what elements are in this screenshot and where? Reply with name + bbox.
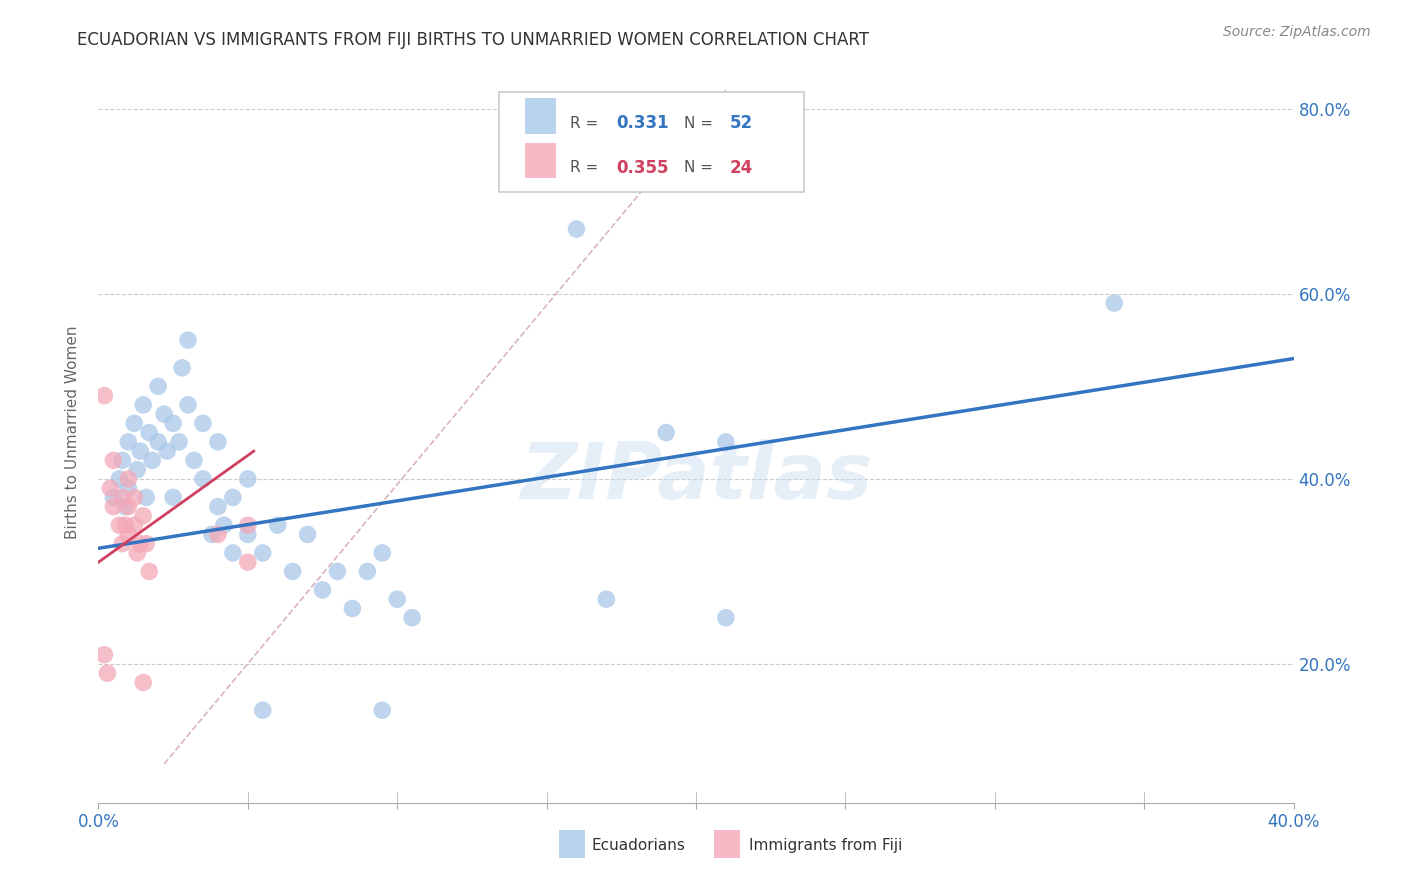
Text: Ecuadorians: Ecuadorians — [592, 838, 686, 853]
FancyBboxPatch shape — [499, 92, 804, 192]
Bar — [714, 830, 740, 858]
Point — [132, 508, 155, 523]
Point — [138, 425, 160, 440]
Point — [114, 518, 136, 533]
Point — [132, 675, 155, 690]
Point — [129, 444, 152, 458]
Text: 24: 24 — [730, 159, 752, 177]
Point — [565, 222, 588, 236]
Point — [236, 518, 259, 533]
Text: R =: R = — [571, 116, 603, 131]
Point — [222, 546, 245, 560]
Point — [222, 491, 245, 505]
Point — [132, 398, 155, 412]
Point — [714, 434, 737, 449]
Point — [117, 472, 139, 486]
Point — [212, 518, 235, 533]
Point — [252, 546, 274, 560]
Point — [281, 565, 304, 579]
Text: N =: N = — [685, 160, 718, 175]
Point — [156, 444, 179, 458]
Point — [207, 434, 229, 449]
Point — [371, 703, 394, 717]
Point — [138, 565, 160, 579]
Point — [172, 360, 194, 375]
Point — [183, 453, 205, 467]
Point — [129, 536, 152, 550]
Point — [103, 500, 125, 514]
Point — [267, 518, 290, 533]
Point — [117, 481, 139, 495]
Point — [117, 434, 139, 449]
Point — [127, 462, 149, 476]
Point — [401, 610, 423, 624]
Point — [1104, 296, 1126, 310]
Point — [108, 472, 131, 486]
Point — [356, 565, 378, 579]
Point — [124, 518, 146, 533]
Point — [103, 491, 125, 505]
Text: Source: ZipAtlas.com: Source: ZipAtlas.com — [1223, 25, 1371, 39]
Bar — [558, 830, 585, 858]
Point — [236, 555, 259, 569]
Text: ZIPatlas: ZIPatlas — [520, 439, 872, 515]
Point — [148, 434, 170, 449]
Point — [124, 417, 146, 431]
Point — [236, 527, 259, 541]
Point — [153, 407, 176, 421]
Text: Immigrants from Fiji: Immigrants from Fiji — [748, 838, 901, 853]
Text: R =: R = — [571, 160, 603, 175]
Point — [117, 500, 139, 514]
Point — [111, 491, 134, 505]
Point — [114, 500, 136, 514]
Point — [655, 425, 678, 440]
Bar — [524, 143, 557, 178]
Point — [111, 453, 134, 467]
Point — [311, 582, 333, 597]
Point — [252, 703, 274, 717]
Point — [135, 536, 157, 550]
Point — [124, 491, 146, 505]
Point — [191, 417, 214, 431]
Point — [98, 481, 122, 495]
Text: N =: N = — [685, 116, 718, 131]
Point — [207, 500, 229, 514]
Text: 52: 52 — [730, 114, 752, 132]
Point — [371, 546, 394, 560]
Point — [162, 417, 184, 431]
Text: ECUADORIAN VS IMMIGRANTS FROM FIJI BIRTHS TO UNMARRIED WOMEN CORRELATION CHART: ECUADORIAN VS IMMIGRANTS FROM FIJI BIRTH… — [77, 31, 869, 49]
Point — [714, 610, 737, 624]
Point — [111, 536, 134, 550]
Point — [108, 518, 131, 533]
Point — [595, 592, 617, 607]
Point — [201, 527, 224, 541]
Point — [135, 491, 157, 505]
Text: 0.331: 0.331 — [616, 114, 668, 132]
Point — [177, 333, 200, 347]
Point — [96, 666, 118, 681]
Point — [162, 491, 184, 505]
Point — [148, 379, 170, 393]
Point — [103, 453, 125, 467]
Point — [297, 527, 319, 541]
Point — [93, 648, 115, 662]
Y-axis label: Births to Unmarried Women: Births to Unmarried Women — [65, 326, 80, 540]
Point — [207, 527, 229, 541]
Point — [117, 527, 139, 541]
Text: 0.355: 0.355 — [616, 159, 668, 177]
Point — [127, 546, 149, 560]
Point — [326, 565, 349, 579]
Point — [342, 601, 364, 615]
Point — [236, 472, 259, 486]
Point — [385, 592, 409, 607]
Point — [191, 472, 214, 486]
Point — [141, 453, 163, 467]
Point — [93, 389, 115, 403]
Point — [177, 398, 200, 412]
Point — [167, 434, 190, 449]
Bar — [524, 98, 557, 134]
